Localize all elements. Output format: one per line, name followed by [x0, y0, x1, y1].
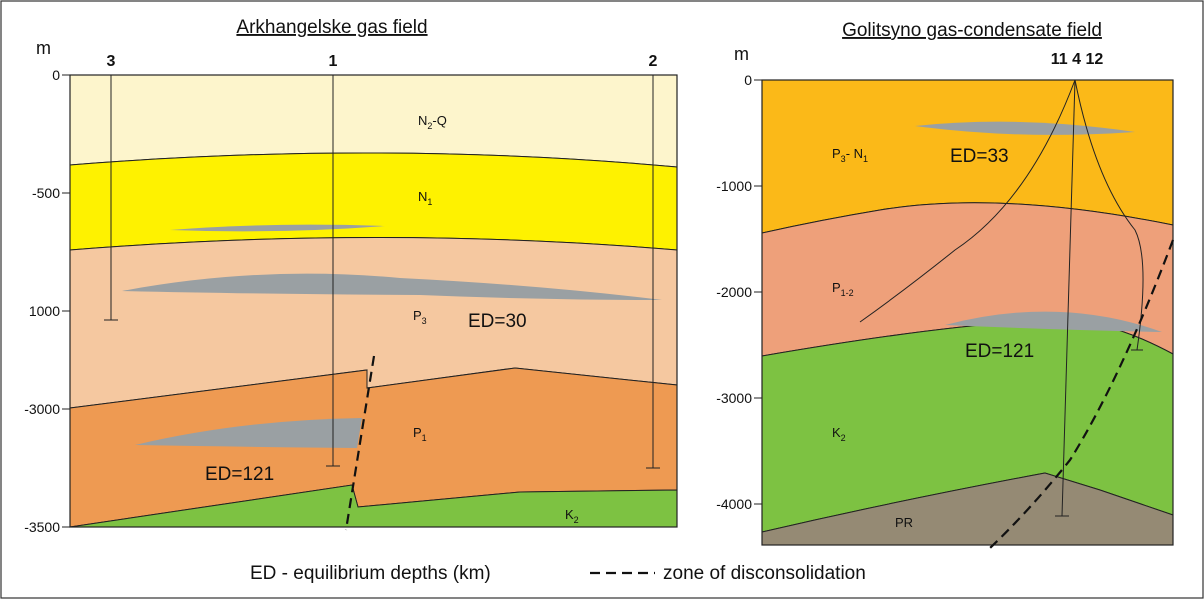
right-well-4-trajectory: [1061, 79, 1076, 517]
right-gas-lens-2: [945, 311, 1162, 332]
left-layer-label-n2q: N2-Q: [418, 113, 447, 131]
left-well-label-1: 1: [329, 53, 338, 70]
legend-dash-text: zone of disconsolidation: [663, 563, 866, 584]
left-layer-label-k2: K2: [565, 507, 579, 525]
left-layer-n1: [69, 152, 678, 251]
left-layer-label-n1: N1: [418, 189, 432, 207]
right-tick-3000: -3000: [716, 390, 752, 406]
left-axis-unit: m: [36, 38, 51, 58]
right-layer-label-p3n1: P3- N1: [832, 146, 868, 164]
right-layer-label-k2: K2: [832, 425, 846, 443]
left-ed-label-121: ED=121: [205, 464, 274, 485]
right-panel-frame: [761, 79, 1174, 546]
right-well-11-trajectory: [859, 79, 1076, 323]
right-tick-2000: -2000: [716, 284, 752, 300]
left-tick-0: 0: [52, 67, 60, 83]
left-layer-label-p1: P1: [413, 425, 427, 443]
right-ed-label-33: ED=33: [950, 146, 1009, 167]
left-tick-1000: 1000: [29, 303, 60, 319]
right-tick-1000: -1000: [716, 178, 752, 194]
left-tick-3500: -3500: [24, 519, 60, 535]
legend: ED - equilibrium depths (km) zone of dis…: [250, 563, 866, 584]
right-gas-lens-1: [915, 121, 1135, 135]
right-well-12-trajectory: [1074, 79, 1144, 351]
left-gas-lens-2: [122, 273, 662, 300]
right-wells-label: 11 4 12: [1051, 51, 1104, 68]
legend-ed-text: ED - equilibrium depths (km): [250, 563, 491, 584]
left-well-label-3: 3: [107, 53, 116, 70]
right-axis-unit: m: [734, 44, 749, 64]
right-disconsolidation-zone: [989, 239, 1175, 549]
left-disconsolidation-zone: [344, 355, 376, 531]
right-panel: m 0 -1000 -2000 -3000 -4000 Golitsyno ga…: [716, 20, 1175, 549]
left-gas-lens-1: [170, 224, 385, 232]
right-layer-pr: [761, 472, 1174, 546]
right-tick-0: 0: [744, 72, 752, 88]
left-layer-label-p3: P3: [413, 308, 427, 326]
left-tick-500: -500: [32, 185, 60, 201]
right-panel-title: Golitsyno gas-condensate field: [842, 20, 1102, 41]
left-gas-lens-3: [135, 418, 362, 448]
left-panel: m 0 -500 1000 -3000 -3500 Arkhangelske g…: [24, 17, 678, 535]
right-layer-label-pr: PR: [895, 515, 913, 530]
left-panel-title: Arkhangelske gas field: [236, 17, 427, 38]
right-tick-4000: -4000: [716, 496, 752, 512]
left-panel-frame: [69, 74, 678, 528]
right-ed-label-121: ED=121: [965, 341, 1034, 362]
left-tick-3000: -3000: [24, 401, 60, 417]
left-ed-label-30: ED=30: [468, 311, 527, 332]
left-well-label-2: 2: [649, 53, 658, 70]
right-layer-label-p12: P1-2: [832, 280, 854, 298]
